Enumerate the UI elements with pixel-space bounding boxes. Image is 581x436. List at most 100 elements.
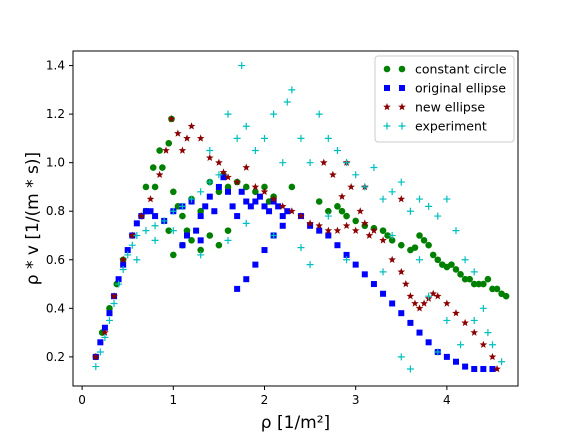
data-point	[420, 237, 428, 244]
data-point	[319, 158, 328, 166]
data-point	[356, 207, 365, 215]
data-point	[488, 352, 497, 361]
data-point	[174, 129, 182, 137]
data-point	[270, 110, 278, 118]
data-point	[242, 122, 250, 130]
data-point	[197, 237, 204, 244]
data-point	[475, 280, 483, 288]
data-point	[219, 168, 228, 176]
data-point	[96, 348, 104, 356]
data-point	[179, 242, 186, 249]
data-point	[252, 261, 259, 268]
data-point	[243, 198, 250, 205]
data-point	[260, 187, 269, 196]
data-point	[415, 304, 424, 312]
data-point	[351, 226, 360, 234]
data-point	[169, 227, 177, 235]
data-point	[315, 221, 324, 230]
data-point	[397, 195, 406, 203]
data-point	[462, 363, 469, 370]
legend-item: new ellipse	[383, 100, 485, 115]
data-point	[119, 265, 127, 273]
data-point	[352, 261, 359, 268]
data-point	[315, 110, 323, 118]
data-point	[461, 275, 469, 283]
data-point	[215, 188, 223, 196]
data-point	[101, 324, 108, 331]
legend-marker	[399, 85, 405, 91]
y-tick-label: 0.4	[46, 301, 65, 315]
data-point	[343, 212, 350, 220]
x-tick-label: 0	[78, 393, 86, 407]
data-point	[389, 300, 396, 307]
data-point	[105, 316, 113, 324]
data-point	[170, 251, 177, 259]
data-point	[256, 193, 263, 200]
data-point	[425, 339, 432, 346]
data-point	[379, 195, 387, 203]
data-point	[224, 173, 232, 181]
data-point	[324, 134, 332, 142]
data-point	[133, 231, 141, 239]
data-point	[484, 329, 492, 337]
legend-label: original ellipse	[415, 81, 506, 96]
data-point	[397, 241, 405, 249]
data-point	[416, 232, 423, 239]
data-point	[179, 212, 186, 220]
x-tick-label: 2	[261, 393, 269, 407]
x-tick-label: 4	[443, 393, 451, 407]
data-point	[452, 358, 459, 365]
data-point	[211, 208, 218, 215]
data-point	[270, 231, 278, 239]
data-point	[152, 213, 159, 220]
legend-label: constant circle	[415, 62, 507, 77]
data-point	[183, 227, 191, 234]
data-point	[202, 203, 209, 210]
data-point	[238, 62, 246, 70]
data-point	[278, 202, 287, 210]
data-point	[297, 134, 305, 142]
data-point	[162, 146, 170, 154]
data-point	[224, 110, 232, 118]
legend-label: new ellipse	[415, 100, 485, 115]
data-point	[137, 212, 146, 220]
data-point	[279, 222, 286, 229]
data-point	[106, 310, 113, 317]
data-point	[269, 195, 278, 203]
data-point	[124, 251, 132, 259]
data-point	[261, 247, 268, 254]
data-point	[333, 147, 341, 155]
data-point	[151, 183, 159, 191]
data-point	[106, 305, 113, 312]
data-point	[480, 366, 487, 373]
series-new-ellipse	[91, 114, 501, 373]
data-point	[397, 267, 406, 276]
data-point	[215, 171, 223, 179]
data-point	[151, 222, 159, 230]
data-point	[115, 276, 122, 283]
data-point	[443, 299, 451, 307]
data-point	[238, 188, 245, 195]
data-point	[416, 256, 424, 264]
data-point	[388, 237, 396, 244]
data-point	[380, 290, 387, 297]
data-point	[101, 333, 109, 341]
data-point	[133, 256, 141, 264]
data-point	[324, 226, 333, 234]
legend-marker	[383, 122, 391, 130]
data-point	[433, 292, 442, 300]
data-point	[149, 164, 157, 171]
data-point	[215, 158, 223, 166]
data-point	[379, 227, 387, 234]
data-point	[178, 202, 186, 210]
data-point	[489, 285, 496, 293]
data-point	[448, 261, 455, 268]
data-point	[91, 352, 100, 361]
data-point	[120, 261, 127, 268]
data-point	[461, 256, 469, 264]
data-point	[155, 170, 164, 179]
data-point	[461, 318, 469, 327]
data-point	[429, 251, 437, 259]
data-point	[251, 182, 260, 191]
